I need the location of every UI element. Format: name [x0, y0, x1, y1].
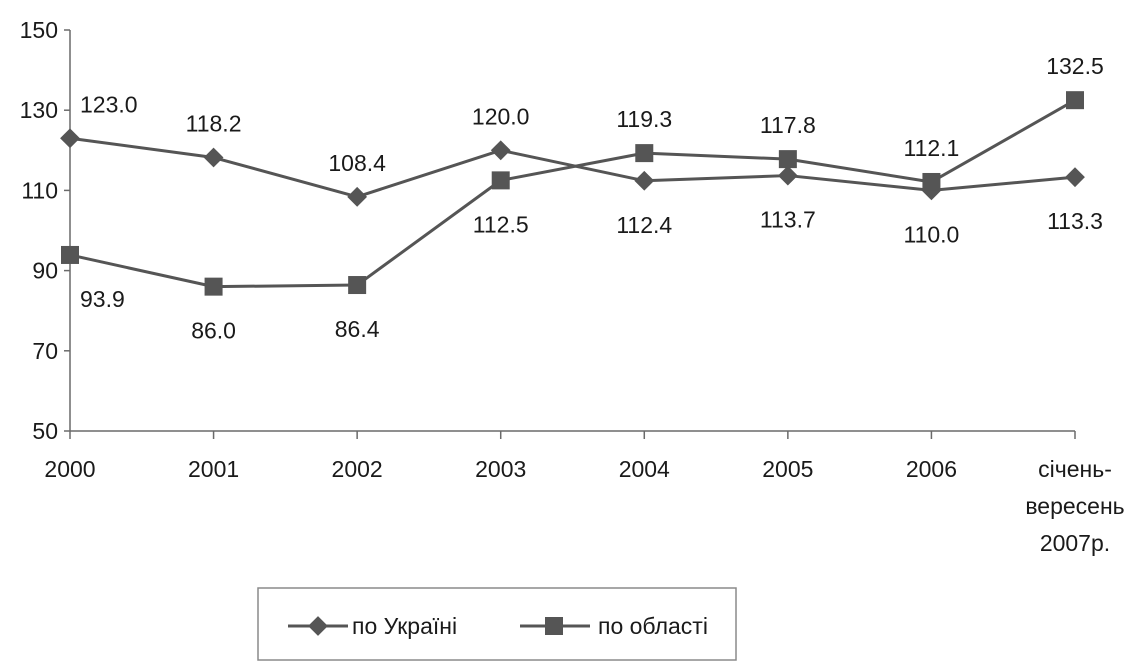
data-label: 86.4	[335, 316, 380, 342]
legend-marker-square	[545, 617, 563, 635]
square-marker	[348, 276, 367, 295]
diamond-marker	[347, 186, 368, 207]
legend-label-oblast: по області	[598, 613, 708, 639]
data-label: 112.5	[473, 211, 529, 237]
data-label: 108.4	[328, 150, 386, 176]
square-marker	[635, 144, 654, 163]
y-tick-label: 70	[32, 338, 58, 364]
diamond-marker	[490, 140, 511, 161]
series-lines	[69, 98, 1076, 289]
diamond-marker	[203, 147, 224, 168]
diamond-marker	[60, 128, 80, 149]
data-label: 118.2	[186, 111, 242, 137]
data-label: 123.0	[80, 91, 138, 117]
y-tick-label: 50	[32, 418, 58, 444]
square-marker	[1066, 91, 1084, 110]
x-tick-label: 2002	[332, 456, 383, 482]
data-label: 93.9	[80, 286, 125, 312]
square-marker	[778, 150, 797, 169]
diamond-marker	[1065, 167, 1085, 188]
y-tick-label: 110	[21, 177, 58, 203]
data-label: 86.0	[191, 318, 236, 344]
chart-axes: 50 70 90 110 130 150 2000 2001 2002 2003 2004 2005 2…	[20, 17, 1125, 556]
data-label: 113.7	[760, 207, 816, 233]
x-tick-label: 2006	[906, 456, 957, 482]
series-line-oblast	[69, 98, 1076, 289]
legend-frame	[257, 587, 737, 661]
square-marker	[61, 245, 79, 264]
data-label: 112.1	[903, 135, 959, 161]
x-tick-label: 2001	[188, 456, 239, 482]
data-label: 112.4	[616, 212, 672, 238]
data-label: 132.5	[1046, 53, 1104, 79]
data-label: 117.8	[760, 112, 816, 138]
data-label: 120.0	[472, 103, 530, 129]
x-tick-label: 2003	[475, 456, 526, 482]
x-tick-label: січень-вересень 2007р.	[1025, 456, 1124, 556]
chart-legend: по Україні по області	[257, 587, 737, 661]
y-tick-label: 150	[20, 17, 58, 43]
square-marker	[491, 171, 510, 190]
series-markers	[60, 91, 1085, 296]
legend-label-ukraine: по Україні	[352, 613, 457, 639]
diamond-marker	[634, 170, 655, 191]
data-labels: 123.0 118.2 108.4 120.0 112.4 113.7 110.0 113.3…	[80, 53, 1104, 343]
y-tick-label: 130	[20, 97, 58, 123]
square-marker	[204, 277, 223, 296]
x-tick-label: 2000	[44, 456, 95, 482]
square-marker	[922, 172, 941, 191]
y-tick-label: 90	[32, 258, 58, 284]
diamond-marker	[777, 165, 798, 186]
legend-marker-diamond	[308, 616, 328, 636]
x-tick-label: 2005	[762, 456, 813, 482]
x-tick-label: 2004	[619, 456, 670, 482]
data-label: 113.3	[1047, 208, 1103, 234]
data-label: 110.0	[903, 221, 959, 247]
data-label: 119.3	[616, 106, 672, 132]
